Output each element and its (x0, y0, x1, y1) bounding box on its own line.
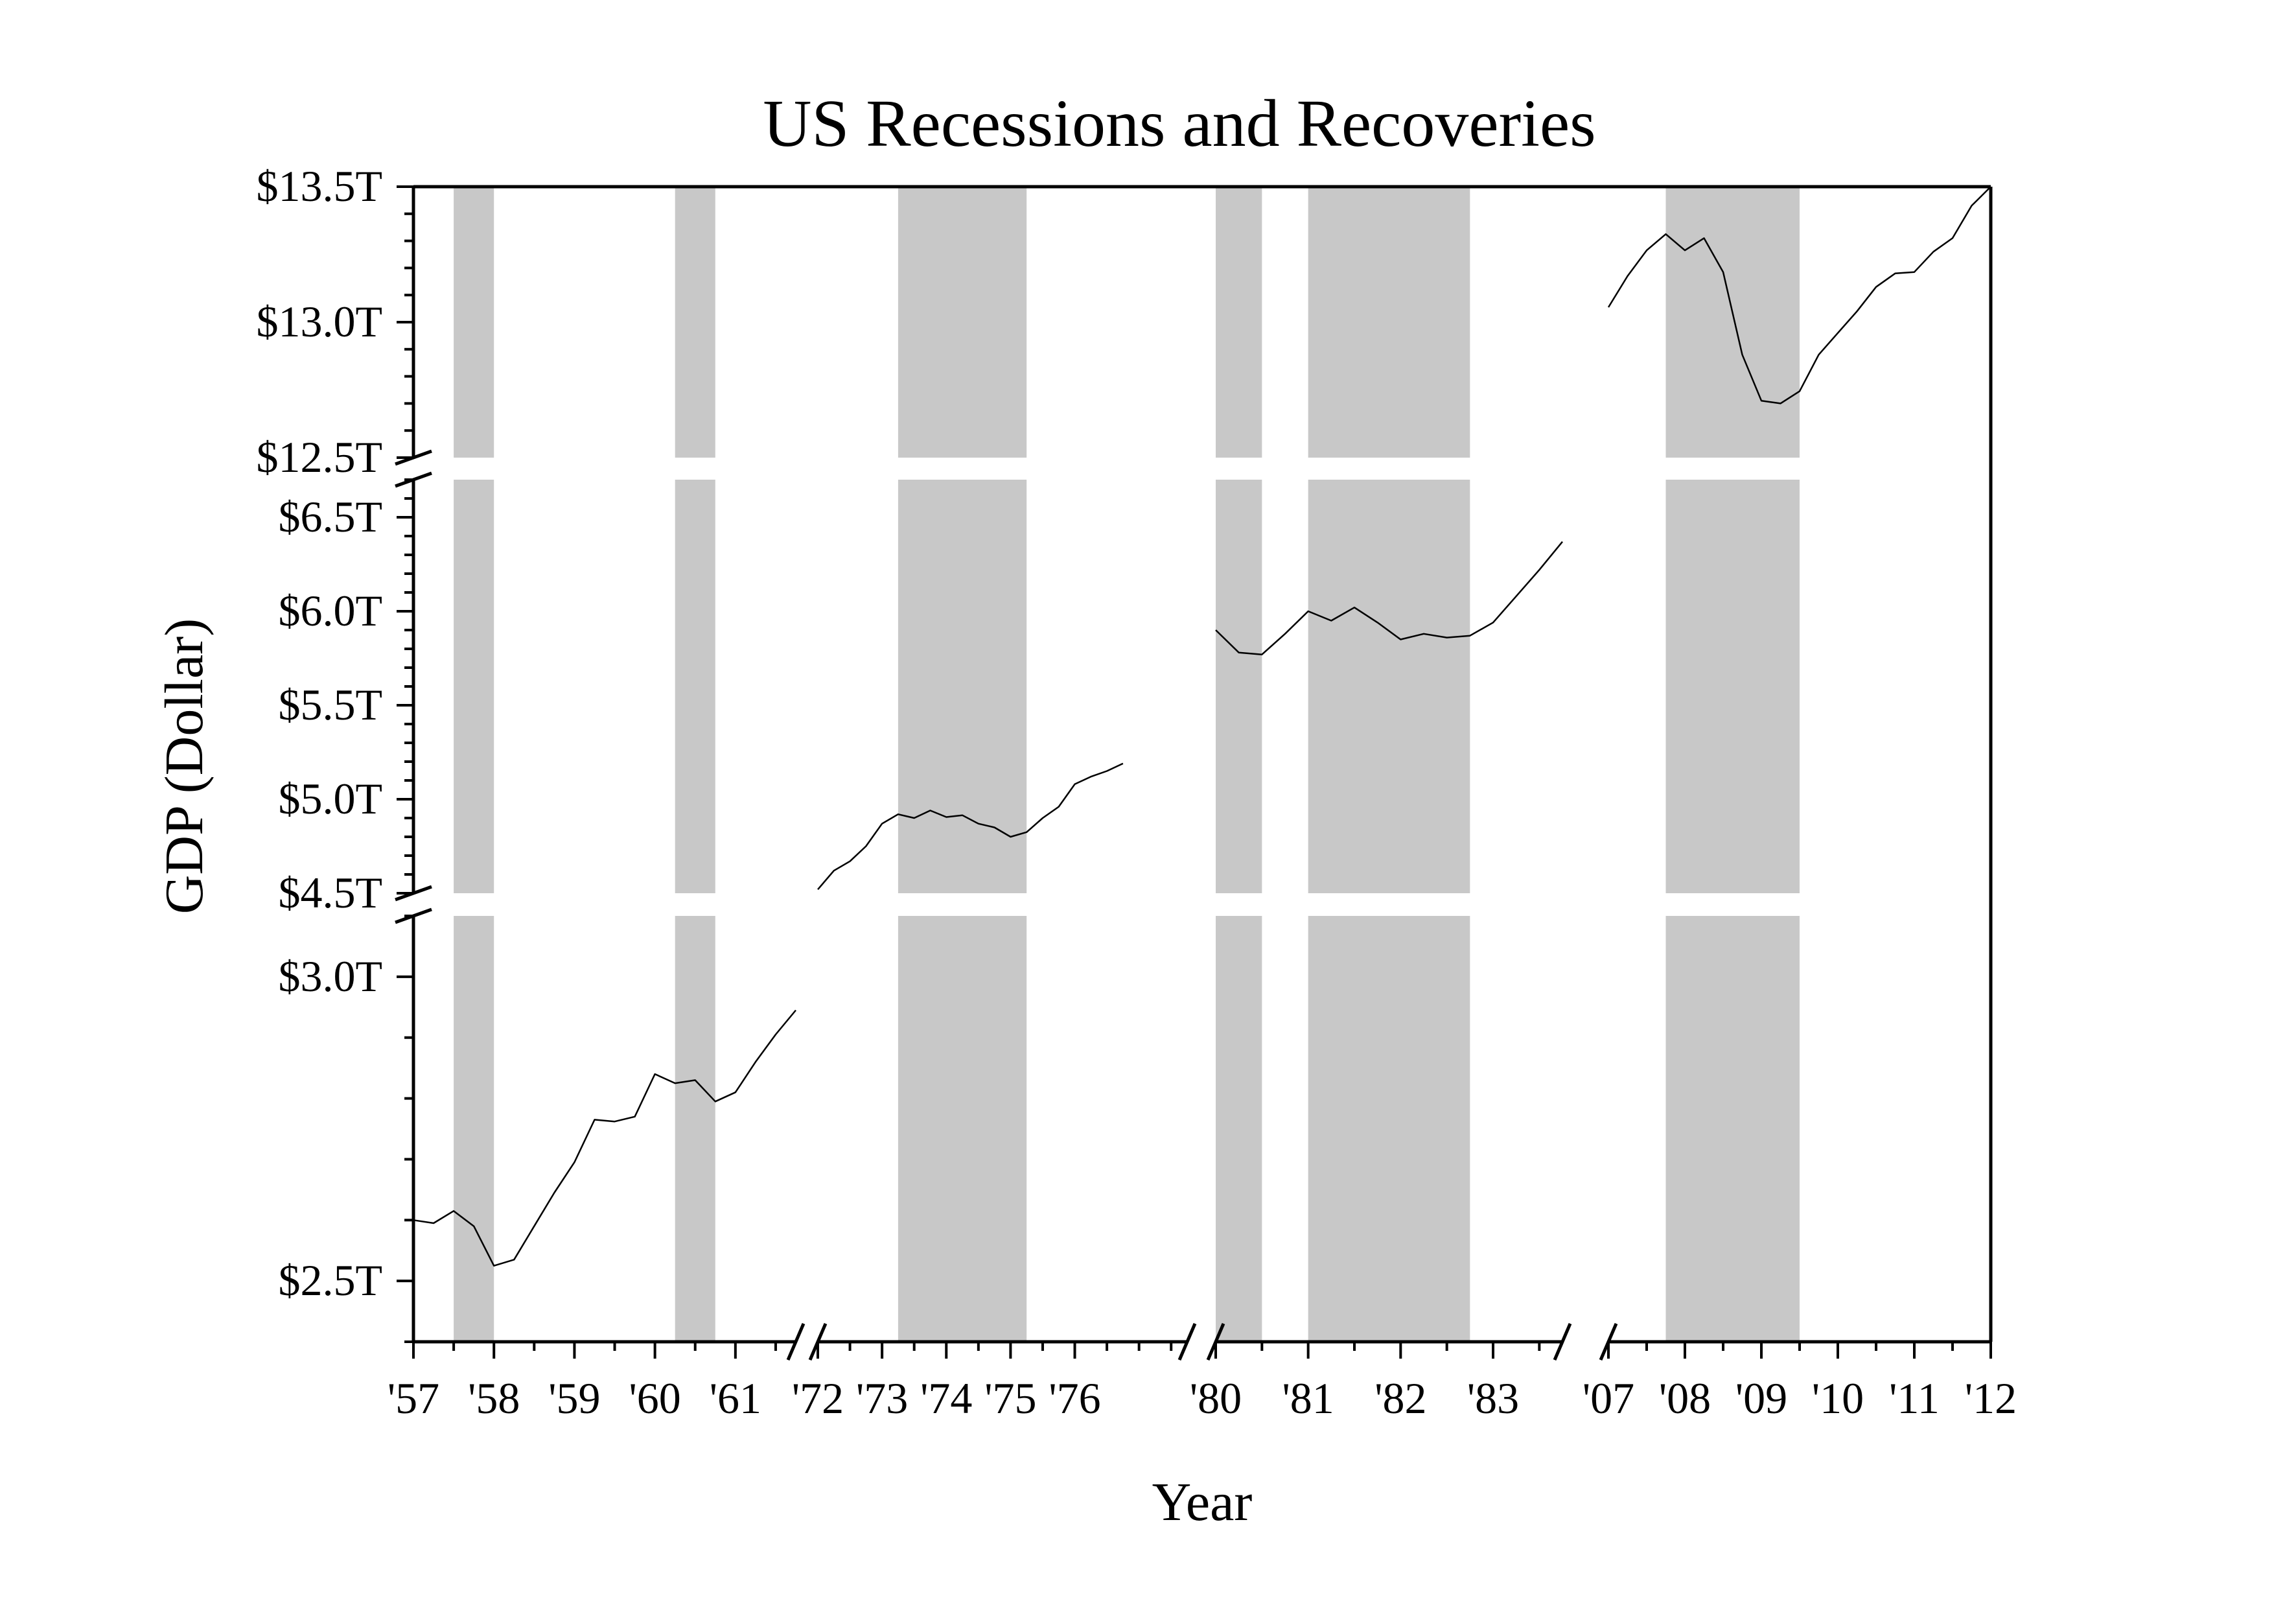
x-tick-label: '59 (548, 1374, 600, 1423)
tick-labels: $2.5T $3.0T $4.5T $5.0T $5.5T $6.0T $6.5T $12.5… (256, 161, 2017, 1423)
x-tick-label: '11 (1889, 1374, 1940, 1423)
y-tick-label: $6.5T (278, 492, 382, 541)
chart-title: US Recessions and Recoveries (763, 86, 1595, 161)
x-tick-label: '57 (388, 1374, 439, 1423)
x-tick-label: '80 (1190, 1374, 1242, 1423)
y-tick-label: $2.5T (278, 1256, 382, 1305)
y-tick-label: $5.0T (278, 774, 382, 823)
x-axis-label: Year (1152, 1472, 1253, 1532)
ticks (397, 185, 1992, 1359)
x-tick-label: '09 (1735, 1374, 1787, 1423)
x-tick-label: '76 (1049, 1374, 1100, 1423)
recession-bands (454, 187, 1800, 1342)
x-tick-label: '07 (1583, 1374, 1634, 1423)
recession-band-5 (1308, 187, 1470, 1342)
x-tick-label: '75 (984, 1374, 1036, 1423)
axis-break-gaps (415, 458, 1989, 916)
x-tick-label: '60 (629, 1374, 680, 1423)
x-tick-label: '81 (1282, 1374, 1334, 1423)
x-tick-label: '73 (856, 1374, 908, 1423)
y-break-gap-1 (415, 893, 1989, 916)
gdp-line-segment-4 (1607, 186, 1991, 404)
y-tick-label: $3.0T (278, 952, 382, 1001)
x-break-mark (786, 1323, 806, 1361)
x-tick-label: '12 (1965, 1374, 2017, 1423)
recession-band-6 (1665, 187, 1800, 1342)
recession-band-1 (454, 187, 494, 1342)
x-tick-label: '58 (468, 1374, 520, 1423)
gdp-series (413, 186, 1991, 1267)
recession-band-4 (1216, 187, 1262, 1342)
y-tick-label: $5.5T (278, 680, 382, 729)
gdp-line-segment-3 (1215, 541, 1563, 655)
x-tick-label: '83 (1467, 1374, 1519, 1423)
x-break-mark (1177, 1323, 1197, 1361)
x-tick-label: '08 (1659, 1374, 1711, 1423)
y-tick-label: $4.5T (278, 868, 382, 917)
y-tick-label: $13.5T (256, 161, 382, 211)
gdp-line-segment-2 (817, 762, 1124, 891)
x-tick-label: '74 (920, 1374, 972, 1423)
x-tick-label: '10 (1812, 1374, 1864, 1423)
recession-band-3 (898, 187, 1027, 1342)
y-tick-label: $12.5T (256, 432, 382, 482)
x-tick-label: '72 (792, 1374, 844, 1423)
y-break-gap-2 (415, 458, 1989, 480)
y-tick-label: $13.0T (256, 297, 382, 346)
x-tick-label: '82 (1374, 1374, 1426, 1423)
y-axis-label: GDP (Dollar) (154, 618, 215, 914)
y-tick-label: $6.0T (278, 586, 382, 635)
x-tick-label: '61 (710, 1374, 761, 1423)
recession-band-2 (675, 187, 715, 1342)
gdp-line-segment-1 (413, 1009, 796, 1267)
x-break-mark (1553, 1323, 1572, 1361)
